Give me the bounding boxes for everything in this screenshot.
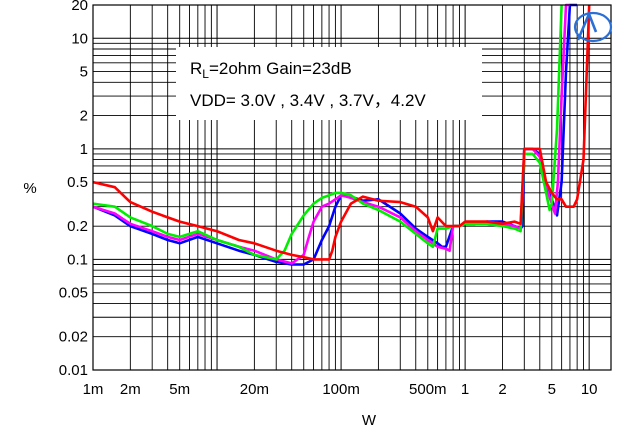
- y-tick-label: 10: [71, 30, 88, 47]
- y-tick-label: 0.01: [59, 362, 88, 379]
- logo-mark: [573, 10, 613, 43]
- x-tick-label: 100m: [322, 381, 360, 398]
- x-tick-label: 1m: [83, 381, 104, 398]
- y-tick-label: 20: [71, 0, 88, 14]
- annotation-background: [176, 47, 482, 120]
- series-group: [92, 3, 591, 266]
- x-tick-label: 500m: [409, 381, 447, 398]
- series-line-4: [92, 4, 591, 261]
- annotation-line-1-suffix: =2ohm Gain=23dB: [209, 59, 352, 78]
- annotation-box: RL=2ohm Gain=23dB VDD= 3.0V , 3.4V , 3.7…: [176, 47, 482, 120]
- x-tick-label: 2m: [120, 381, 141, 398]
- x-axis-label: W: [362, 412, 377, 429]
- x-tick-labels: 1m 2m 5m 20m 100m 500m 1 2 5 10: [83, 381, 598, 398]
- x-tick-label: 1: [461, 381, 469, 398]
- y-tick-label: 0.2: [67, 218, 88, 235]
- y-axis-label: %: [23, 180, 36, 197]
- x-tick-label: 10: [581, 381, 598, 398]
- x-tick-label: 5m: [169, 381, 190, 398]
- plot-frame: [92, 4, 612, 371]
- annotation-line-1-prefix: R: [190, 59, 202, 78]
- annotation-line-1: RL=2ohm Gain=23dB: [190, 59, 352, 81]
- y-tick-labels: 0.01 0.02 0.05 0.1 0.2 0.5 1 2 5 10 20: [59, 0, 88, 379]
- y-tick-label: 5: [80, 64, 88, 81]
- y-tick-label: 0.5: [67, 174, 88, 191]
- y-tick-label: 0.02: [59, 329, 88, 346]
- y-tick-label: 2: [80, 108, 88, 125]
- x-tick-label: 20m: [240, 381, 269, 398]
- x-tick-label: 2: [498, 381, 506, 398]
- x-tick-label: 5: [548, 381, 556, 398]
- y-tick-label: 0.1: [67, 251, 88, 268]
- y-tick-label: 1: [80, 141, 88, 158]
- y-tick-label: 0.05: [59, 285, 88, 302]
- annotation-line-2: VDD= 3.0V , 3.4V , 3.7V，4.2V: [190, 91, 426, 110]
- annotation-line-1-subscript: L: [202, 67, 209, 81]
